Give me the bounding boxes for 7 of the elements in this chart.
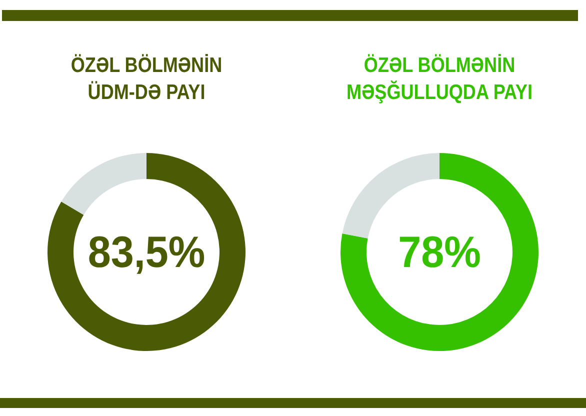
donut-slice xyxy=(48,153,246,351)
donut-slice xyxy=(340,153,538,351)
donut-slice xyxy=(61,153,146,215)
data-label: 78% xyxy=(398,228,481,278)
chart-title: ÖZƏL BÖLMƏNİN ÜDM-DƏ PAYI xyxy=(70,54,222,104)
chart-title: ÖZƏL BÖLMƏNİN MƏŞĞULLUQDA PAYI xyxy=(346,54,532,104)
data-label: 83,5% xyxy=(88,228,206,278)
